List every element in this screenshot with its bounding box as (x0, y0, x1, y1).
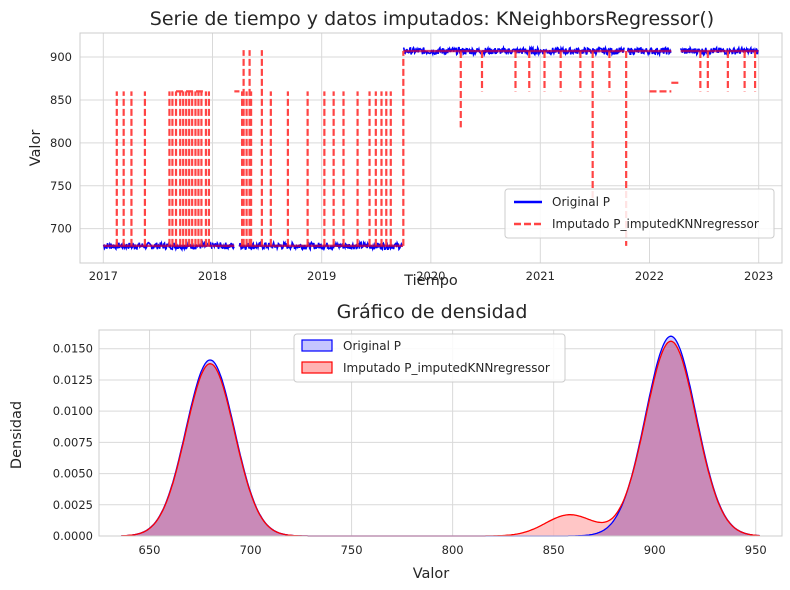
ts-xtick-5: 2022 (635, 269, 664, 283)
time-series-x-ticks: 2017 2018 2019 2020 2021 2022 2023 (89, 269, 774, 283)
original-segment-4 (626, 46, 672, 58)
density-chart: Gráfico de densidad 650 700 750 800 850 900 95… (9, 301, 783, 582)
ts-xtick-0: 2017 (89, 269, 118, 283)
time-series-legend: Original P Imputado P_imputedKNNregresso… (504, 188, 775, 239)
time-series-legend-box (504, 188, 775, 239)
kde-ytick-5: 0.0125 (53, 373, 93, 387)
kde-xtick-3: 800 (442, 543, 464, 557)
time-series-chart: Serie de tiempo y datos imputados: KNeig… (28, 8, 783, 289)
density-ylabel: Densidad (9, 401, 25, 469)
density-y-ticks: 0.0000 0.0025 0.0050 0.0075 0.0100 0.0125 0.01… (53, 342, 93, 543)
kde-ytick-6: 0.0150 (53, 342, 93, 356)
density-legend: Original P Imputado P_imputedKNNregresso… (293, 333, 566, 383)
time-series-y-ticks: 700 750 800 850 900 (50, 50, 72, 236)
ts-ytick-2: 800 (50, 136, 72, 150)
density-legend-original-label: Original P (343, 339, 401, 353)
kde-ytick-4: 0.0100 (53, 404, 93, 418)
time-series-frame (79, 32, 783, 264)
density-legend-box (293, 333, 566, 383)
kde-ytick-2: 0.0050 (53, 467, 93, 481)
kde-xtick-0: 650 (139, 543, 161, 557)
legend-imputed-label: Imputado P_imputedKNNregressor (552, 217, 759, 231)
density-xlabel: Valor (413, 566, 450, 582)
ts-ytick-4: 900 (50, 50, 72, 64)
time-series-ylabel: Valor (28, 130, 44, 167)
density-frame (98, 329, 783, 537)
kde-ytick-3: 0.0075 (53, 435, 93, 449)
ts-xtick-3: 2020 (416, 269, 445, 283)
time-series-plot-area (102, 44, 759, 252)
ts-ytick-0: 700 (50, 222, 72, 236)
kde-xtick-1: 700 (240, 543, 262, 557)
kde-xtick-5: 900 (644, 543, 666, 557)
legend-imputed-patch (301, 361, 333, 374)
time-series-xlabel: Tiempo (403, 273, 458, 289)
kde-ytick-0: 0.0000 (53, 529, 93, 543)
kde-xtick-2: 750 (341, 543, 363, 557)
density-x-ticks: 650 700 750 800 850 900 950 (139, 543, 767, 557)
legend-original-patch (301, 339, 333, 352)
kde-xtick-4: 850 (543, 543, 565, 557)
time-series-title: Serie de tiempo y datos imputados: KNeig… (150, 8, 714, 30)
ts-xtick-1: 2018 (198, 269, 227, 283)
ts-xtick-6: 2023 (744, 269, 773, 283)
kde-xtick-6: 950 (745, 543, 767, 557)
density-legend-imputed-label: Imputado P_imputedKNNregressor (343, 361, 550, 375)
density-title: Gráfico de densidad (337, 301, 528, 323)
ts-ytick-3: 850 (50, 93, 72, 107)
kde-ytick-1: 0.0025 (53, 498, 93, 512)
ts-xtick-4: 2021 (526, 269, 555, 283)
time-series-grid (80, 33, 782, 263)
ts-xtick-2: 2019 (307, 269, 336, 283)
ts-ytick-1: 750 (50, 179, 72, 193)
density-overlap (121, 341, 760, 536)
legend-original-label: Original P (552, 195, 610, 209)
